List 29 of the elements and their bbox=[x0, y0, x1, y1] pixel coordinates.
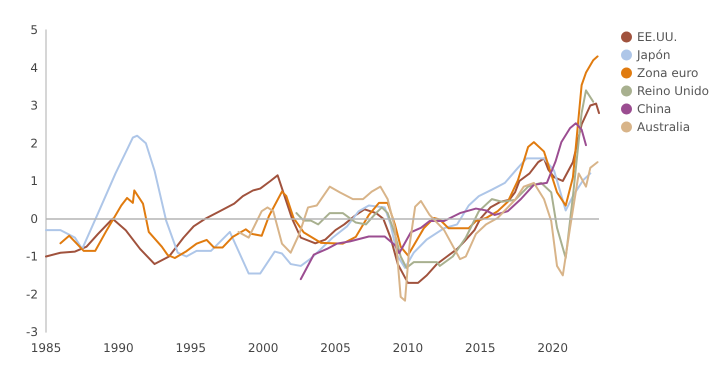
line-series bbox=[295, 89, 594, 269]
legend-label: EE.UU. bbox=[637, 30, 678, 44]
x-tick-label: 1990 bbox=[103, 341, 134, 355]
legend-label: Zona euro bbox=[637, 66, 698, 80]
legend-label: China bbox=[637, 102, 672, 116]
line-series bbox=[45, 102, 600, 284]
x-tick-label: 2015 bbox=[465, 341, 496, 355]
y-tick-label: 5 bbox=[30, 23, 38, 37]
line-series bbox=[300, 122, 587, 280]
legend-label: Australia bbox=[637, 120, 690, 134]
legend-label: Reino Unido bbox=[637, 84, 709, 98]
line-series bbox=[59, 55, 599, 260]
x-tick-label: 2010 bbox=[392, 341, 424, 355]
y-tick-label: 0 bbox=[30, 212, 38, 226]
x-tick-label: 2000 bbox=[248, 341, 278, 355]
y-tick-label: -2 bbox=[26, 287, 38, 302]
y-tick-label: -1 bbox=[26, 250, 38, 264]
x-tick-label: 1985 bbox=[30, 341, 62, 355]
y-tick-label: 3 bbox=[30, 98, 38, 112]
x-tick-label: 2005 bbox=[320, 341, 351, 355]
y-tick-label: 4 bbox=[30, 60, 38, 75]
line-series bbox=[45, 134, 592, 274]
y-tick-label: 2 bbox=[30, 136, 38, 150]
y-tick-label: 1 bbox=[30, 174, 38, 188]
y-tick-label: -3 bbox=[26, 325, 38, 339]
line-series bbox=[238, 161, 599, 302]
x-tick-label: 1995 bbox=[175, 341, 206, 355]
legend-label: Japón bbox=[636, 48, 670, 62]
x-tick-label: 2020 bbox=[537, 341, 568, 355]
